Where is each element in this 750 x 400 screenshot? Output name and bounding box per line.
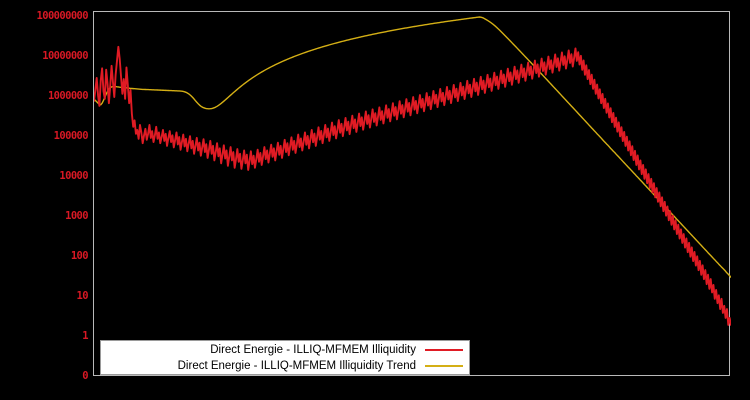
legend-label-illiquidity-trend: Direct Energie - ILLIQ-MFMEM Illiquidity…: [177, 359, 416, 372]
y-tick-label: 10: [76, 290, 89, 302]
y-tick-label: 1000: [65, 210, 88, 222]
y-tick-label: 100000000: [36, 10, 89, 22]
series-layer: [94, 16, 731, 326]
chart-legend: Direct Energie - ILLIQ-MFMEM Illiquidity…: [100, 340, 470, 375]
y-tick-label: 10000000: [42, 50, 88, 62]
series-line-illiquidity-trend: [94, 45, 731, 326]
y-tick-label: 100000: [53, 130, 89, 142]
y-tick-label: 0: [82, 370, 88, 382]
legend-item-illiquidity-trend: Direct Energie - ILLIQ-MFMEM Illiquidity…: [101, 358, 463, 374]
y-tick-label: 1: [82, 330, 88, 342]
legend-item-illiquidity: Direct Energie - ILLIQ-MFMEM Illiquidity: [101, 342, 463, 358]
legend-swatch-illiquidity: [425, 348, 463, 351]
y-tick-label: 100: [70, 250, 89, 262]
plot-area: [93, 11, 731, 376]
legend-swatch-illiquidity-trend: [425, 364, 463, 367]
y-tick-label: 10000: [59, 170, 88, 182]
series-line-illiquidity: [94, 16, 731, 279]
y-tick-label: 1000000: [47, 90, 89, 102]
legend-label-illiquidity: Direct Energie - ILLIQ-MFMEM Illiquidity: [210, 343, 416, 356]
y-axis: 100000000 10000000 1000000 100000 10000 1000 1…: [0, 0, 89, 400]
